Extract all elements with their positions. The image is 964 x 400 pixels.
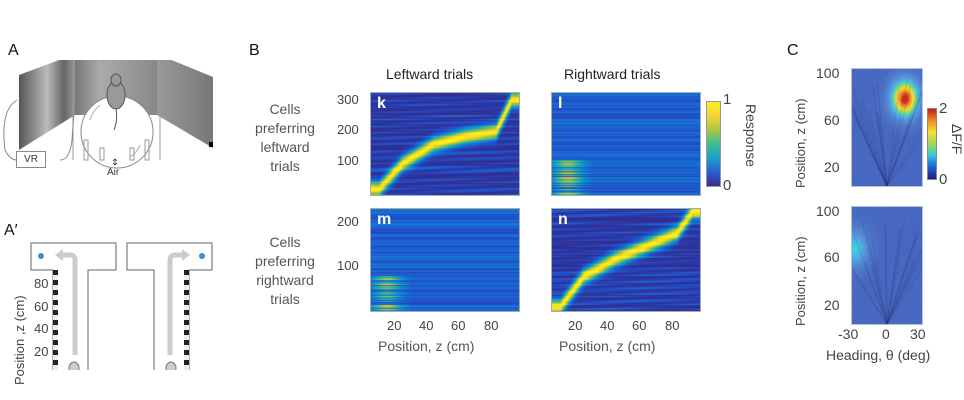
row-label-line: preferring — [255, 253, 315, 269]
dff-colorbar-label: ΔF/F — [949, 124, 964, 155]
row-label-line: rightward — [256, 272, 314, 288]
subpanel-letter-l: l — [558, 95, 563, 112]
t-maze-illustration — [30, 242, 213, 370]
b-xtick: 80 — [665, 318, 680, 333]
b-xtick: 40 — [600, 318, 615, 333]
b-xtick: 40 — [419, 318, 434, 333]
c-ytick: 20 — [824, 297, 840, 313]
subpanel-letter-n: n — [558, 211, 568, 228]
row-label-line: trials — [270, 158, 300, 174]
panel-label-a-prime: A′ — [4, 222, 18, 239]
b-xlabel-right: Position, z (cm) — [559, 338, 656, 354]
row-label-line: trials — [270, 291, 300, 307]
heatmap-n: n — [551, 208, 701, 312]
dff-colorbar-max: 2 — [939, 100, 948, 117]
b-xlabel-left: Position, z (cm) — [378, 338, 475, 354]
b-top-ytick: 200 — [337, 122, 359, 137]
right-screen — [157, 60, 213, 148]
b-xtick: 20 — [387, 318, 402, 333]
c-xtick: 0 — [882, 326, 890, 342]
dff-colorbar-min: 0 — [939, 171, 948, 188]
heatmap-c-top — [851, 68, 923, 187]
c-xtick: -30 — [838, 326, 859, 342]
response-colorbar — [706, 101, 721, 187]
b-top-ytick: 100 — [337, 153, 359, 168]
row-label-leftward-cells: Cells preferring leftward trials — [240, 100, 330, 176]
b-bottom-ytick: 200 — [337, 214, 359, 229]
row-label-rightward-cells: Cells preferring rightward trials — [240, 233, 330, 309]
row-label-line: Cells — [269, 234, 301, 250]
a-prime-ytick: 40 — [34, 321, 49, 336]
c-xtick: 30 — [910, 326, 926, 342]
vr-setup-illustration — [3, 60, 213, 169]
a-prime-ylabel: Position ,z (cm) — [12, 295, 27, 385]
colorbar-label-response: Response — [743, 104, 759, 168]
a-prime-ytick: 60 — [34, 299, 49, 314]
heatmap-m: m — [370, 208, 520, 312]
subpanel-letter-k: k — [377, 95, 386, 112]
heatmap-c-bottom — [851, 206, 923, 325]
vr-box: VR — [16, 151, 46, 168]
b-xtick: 80 — [484, 318, 499, 333]
air-label: Air — [107, 167, 120, 178]
subpanel-letter-m: m — [377, 211, 392, 228]
heatmap-l: l — [551, 92, 701, 196]
water-drop-icon — [199, 253, 205, 259]
a-prime-ytick: 20 — [34, 344, 49, 359]
b-xtick: 60 — [451, 318, 466, 333]
c-ytick: 100 — [816, 65, 840, 81]
c-top-ylabel: Position, z (cm) — [793, 98, 808, 188]
dff-colorbar — [927, 108, 937, 180]
c-bottom-ylabel: Position, z (cm) — [793, 236, 808, 326]
heatmap-k: k — [370, 92, 520, 196]
c-xlabel: Heading, θ (deg) — [826, 347, 931, 363]
panel-label-b: B — [249, 42, 260, 59]
left-screen — [19, 60, 75, 150]
row-label-line: Cells — [269, 101, 301, 117]
b-top-ytick: 300 — [337, 92, 359, 107]
c-ytick: 60 — [824, 249, 840, 265]
b-xtick: 60 — [632, 318, 647, 333]
col-title-leftward: Leftward trials — [386, 66, 474, 82]
colorbar-max: 1 — [723, 91, 732, 108]
c-ytick: 60 — [824, 112, 840, 128]
water-drop-icon — [38, 253, 44, 259]
col-title-rightward: Rightward trials — [564, 66, 661, 82]
colorbar-min: 0 — [723, 177, 732, 194]
c-ytick: 20 — [824, 159, 840, 175]
b-xtick: 20 — [568, 318, 583, 333]
panel-label-a: A — [8, 42, 19, 59]
c-ytick: 100 — [816, 203, 840, 219]
air-arrow-icon — [112, 158, 118, 166]
row-label-line: leftward — [260, 139, 310, 155]
row-label-line: preferring — [255, 120, 315, 136]
a-prime-ytick: 80 — [34, 276, 49, 291]
b-bottom-ytick: 100 — [337, 258, 359, 273]
panel-label-c: C — [787, 42, 799, 59]
